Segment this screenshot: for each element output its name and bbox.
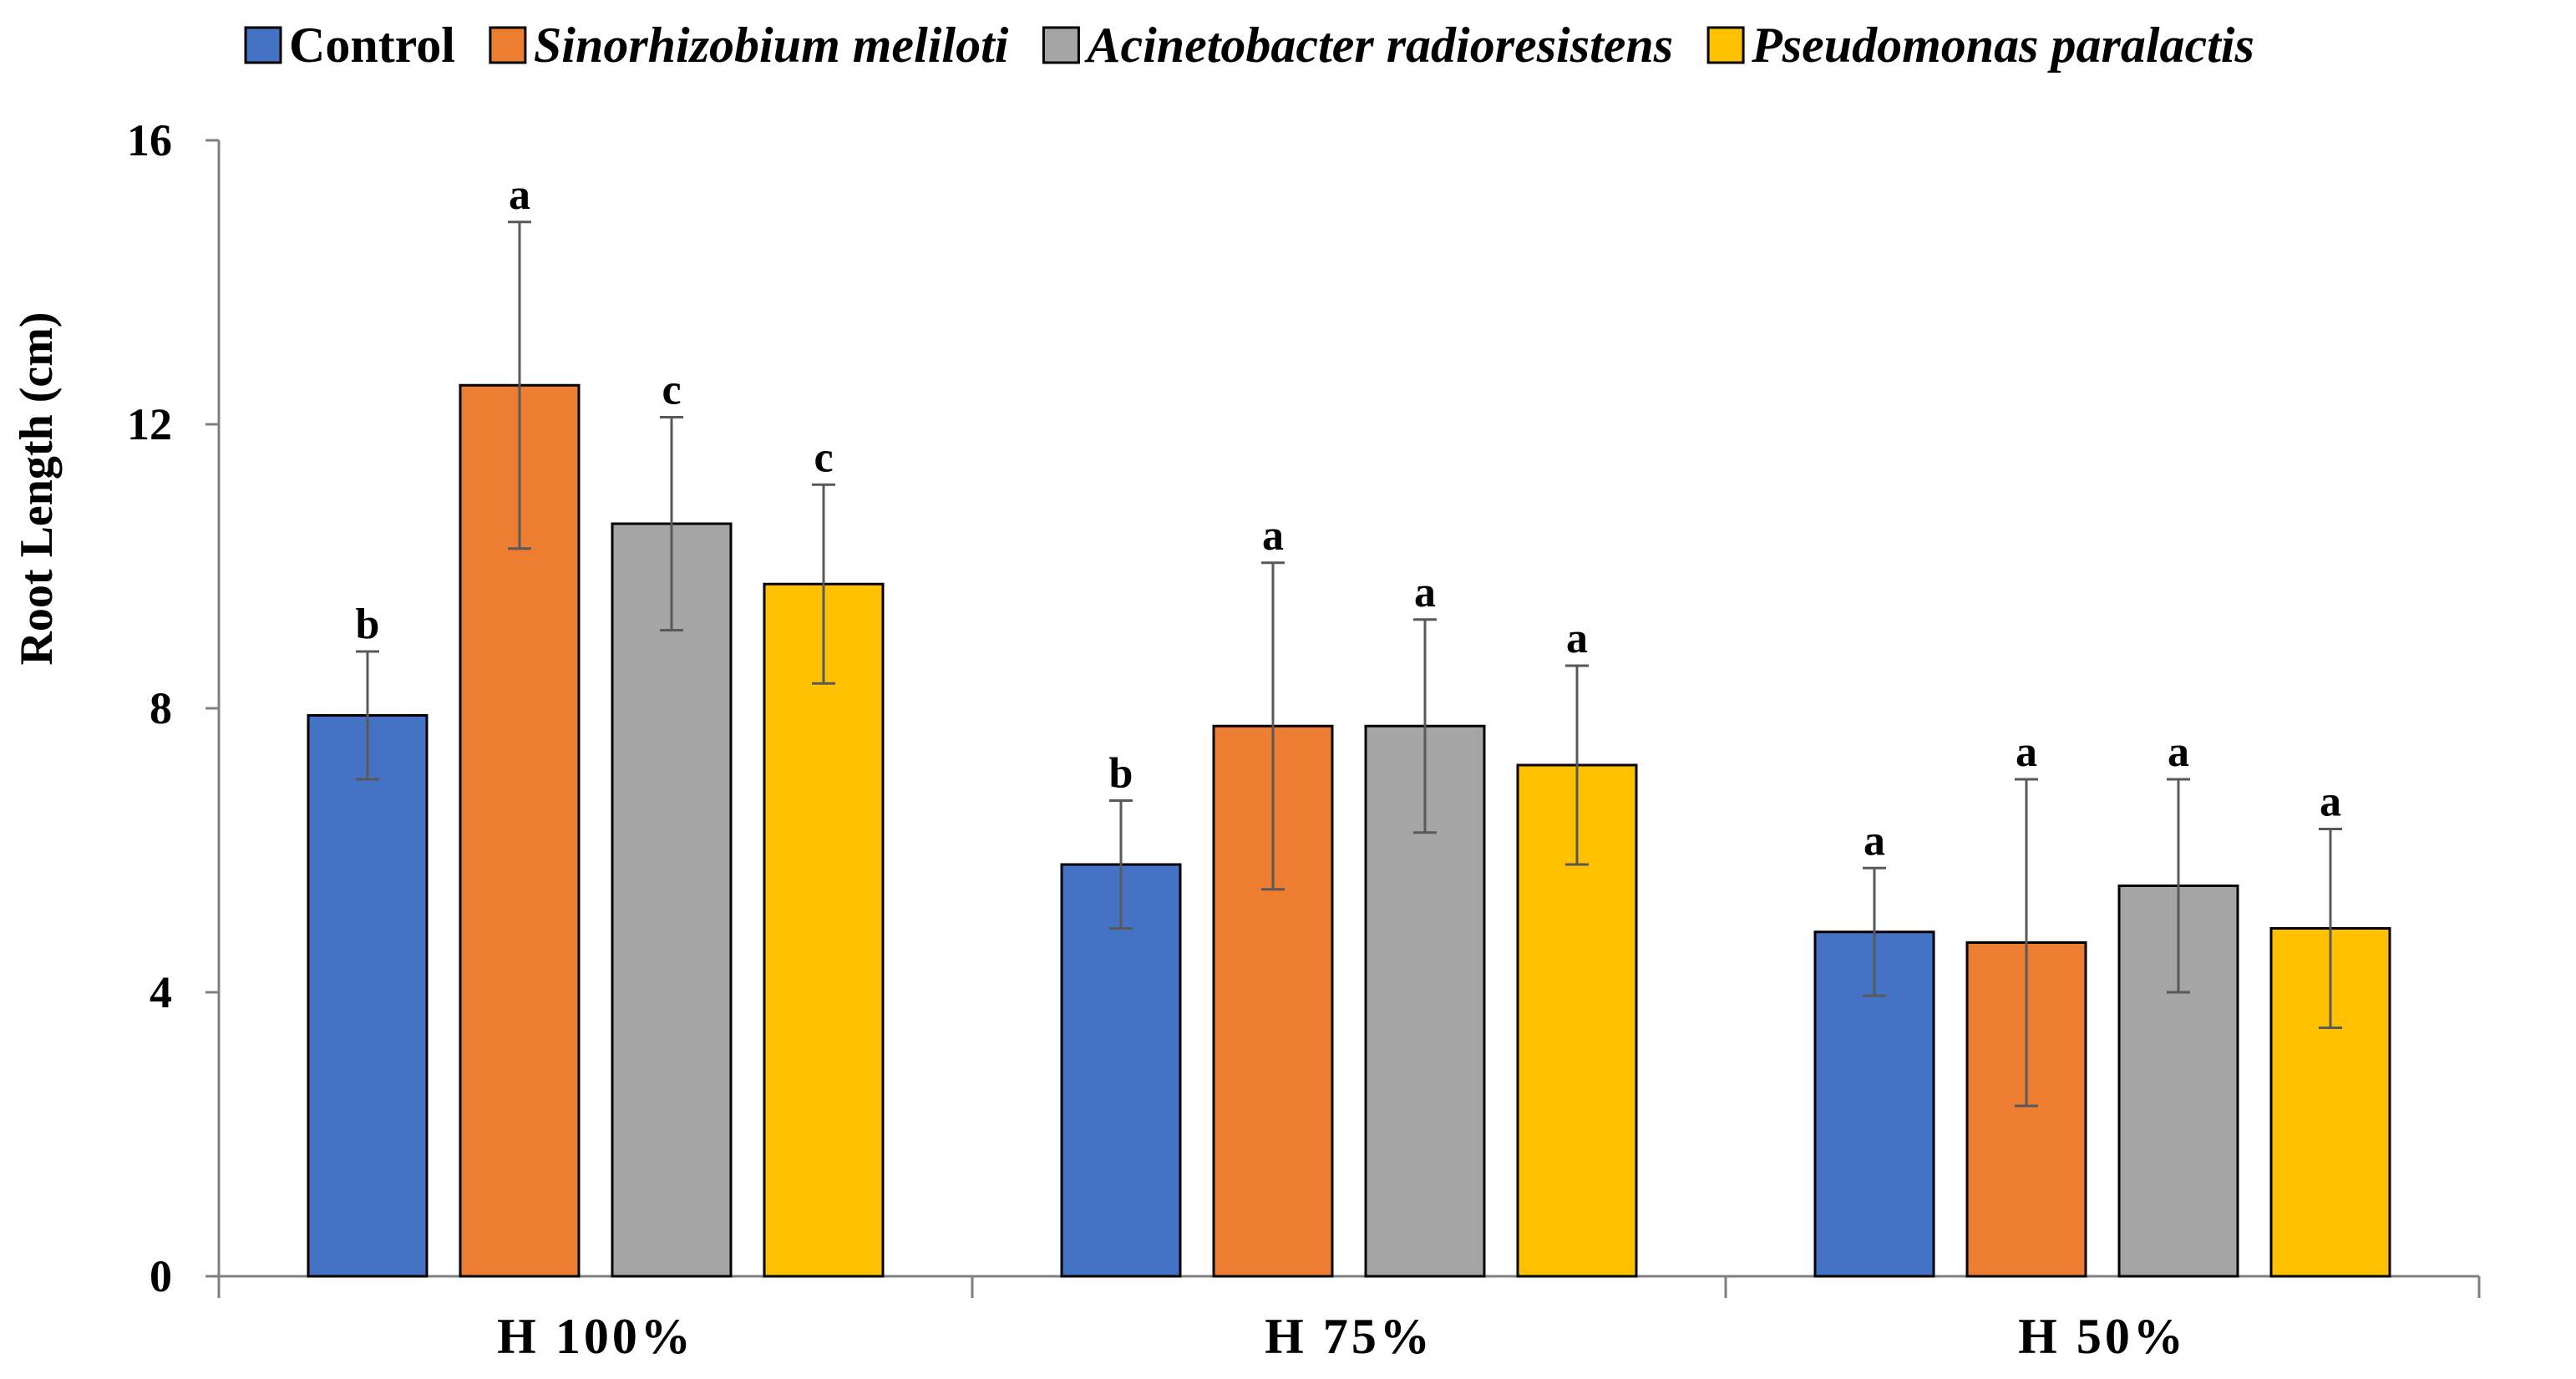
y-tick-label: 12 <box>127 399 172 449</box>
error-bar-pseudomonas-paralactis-h-100pct <box>812 483 835 685</box>
error-bar-pseudomonas-paralactis-h-75pct <box>1565 664 1589 866</box>
significance-label-control-h-100pct: b <box>356 601 380 648</box>
legend-swatch-pseudomonas-paralactis <box>1706 26 1745 64</box>
error-bar-sinorhizobium-meliloti-h-50pct <box>2015 778 2038 1108</box>
error-bar-acinetobacter-radioresistens-h-50pct <box>2167 778 2190 994</box>
legend-item-pseudomonas-paralactis: Pseudomonas paralactis <box>1706 18 2254 73</box>
legend-label-pseudomonas-paralactis: Pseudomonas paralactis <box>1751 18 2254 73</box>
y-axis: 0 4 8 12 16 <box>127 115 221 1301</box>
bar-pseudomonas-paralactis-h-100pct <box>763 582 885 1278</box>
legend: Control Sinorhizobium meliloti Acinetobact… <box>244 18 2254 73</box>
significance-label-pseudomonas-paralactis-h-100pct: c <box>814 433 833 481</box>
error-bar-control-h-100pct <box>356 650 379 781</box>
y-tick-label: 8 <box>150 683 172 733</box>
significance-label-sinorhizobium-meliloti-h-50pct: a <box>2016 728 2037 776</box>
error-bars <box>356 221 2342 1108</box>
error-bar-sinorhizobium-meliloti-h-75pct <box>1261 561 1285 891</box>
error-bar-pseudomonas-paralactis-h-50pct <box>2319 828 2342 1029</box>
bar-control-h-75pct <box>1060 863 1182 1278</box>
legend-swatch-acinetobacter-radioresistens <box>1042 26 1080 64</box>
significance-label-acinetobacter-radioresistens-h-100pct: c <box>662 367 681 414</box>
error-bar-control-h-50pct <box>1863 866 1886 997</box>
significance-label-acinetobacter-radioresistens-h-75pct: a <box>1414 569 1436 616</box>
legend-label-sinorhizobium-meliloti: Sinorhizobium meliloti <box>534 18 1009 73</box>
legend-label-acinetobacter-radioresistens: Acinetobacter radioresistens <box>1083 18 1673 73</box>
significance-label-pseudomonas-paralactis-h-75pct: a <box>1566 615 1588 662</box>
y-axis-title: Root Length (cm) <box>11 312 63 665</box>
error-bar-sinorhizobium-meliloti-h-100pct <box>508 221 531 550</box>
error-bar-acinetobacter-radioresistens-h-75pct <box>1413 618 1437 834</box>
legend-swatch-sinorhizobium-meliloti <box>489 26 527 64</box>
bar-acinetobacter-radioresistens-h-100pct <box>611 522 733 1278</box>
category-label-h-50pct: H 50% <box>2018 1309 2187 1364</box>
significance-label-sinorhizobium-meliloti-h-100pct: a <box>509 171 530 219</box>
bars <box>307 383 2391 1278</box>
error-bar-acinetobacter-radioresistens-h-100pct <box>660 416 683 631</box>
y-tick-label: 16 <box>127 115 172 165</box>
significance-label-control-h-75pct: b <box>1109 750 1133 798</box>
legend-label-control: Control <box>289 18 455 73</box>
category-label-h-100pct: H 100% <box>497 1309 694 1364</box>
bar-control-h-100pct <box>307 714 428 1278</box>
legend-item-acinetobacter-radioresistens: Acinetobacter radioresistens <box>1042 18 1673 73</box>
significance-label-pseudomonas-paralactis-h-50pct: a <box>2320 778 2341 826</box>
significance-label-sinorhizobium-meliloti-h-75pct: a <box>1262 512 1284 560</box>
error-bar-control-h-75pct <box>1109 799 1133 930</box>
legend-item-sinorhizobium-meliloti: Sinorhizobium meliloti <box>489 18 1009 73</box>
significance-label-control-h-50pct: a <box>1864 817 1885 864</box>
significance-label-acinetobacter-radioresistens-h-50pct: a <box>2168 728 2189 776</box>
x-axis: H 100% H 75% H 50% <box>217 1275 2481 1364</box>
significance-labels: b a c c b a a a a a a a <box>356 171 2341 865</box>
y-tick-label: 0 <box>150 1251 172 1301</box>
category-label-h-75pct: H 75% <box>1265 1309 1433 1364</box>
legend-item-control: Control <box>244 18 455 73</box>
legend-swatch-control <box>244 26 282 64</box>
y-tick-label: 4 <box>150 967 172 1017</box>
